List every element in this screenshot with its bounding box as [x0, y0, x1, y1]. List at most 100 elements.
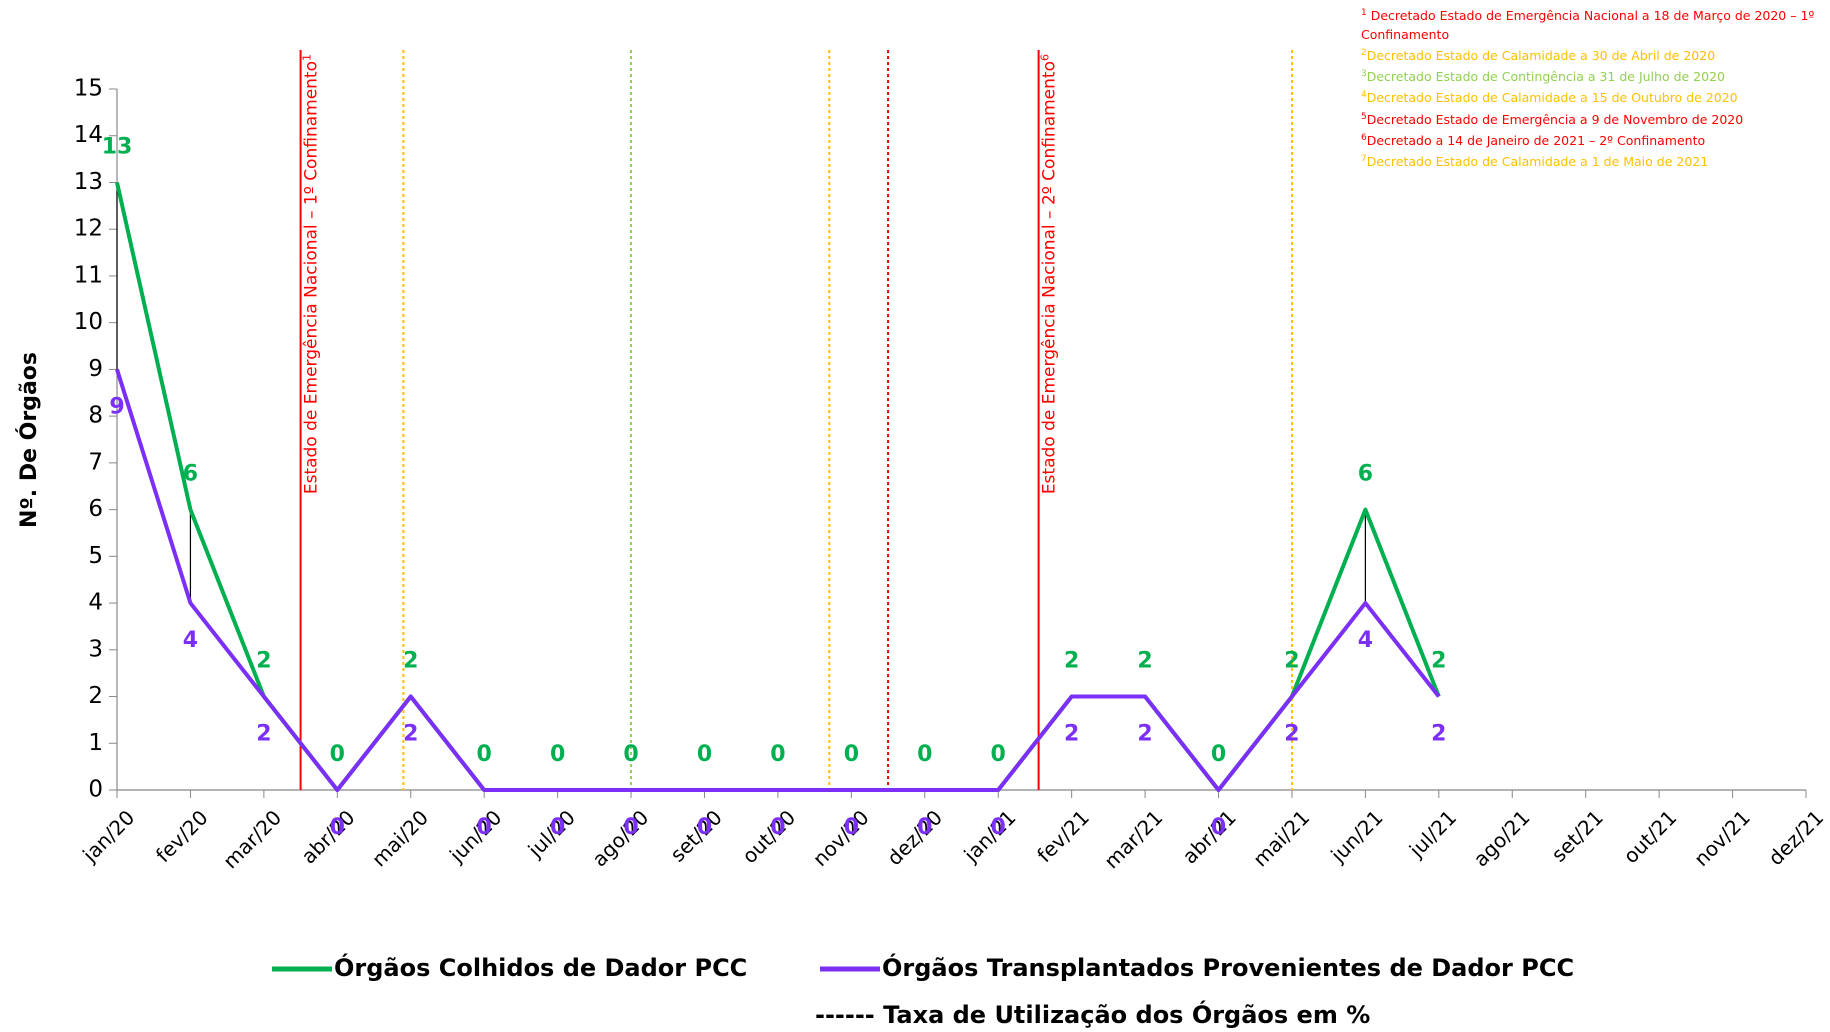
x-tick-label: nov/20	[808, 805, 874, 871]
data-label: 2	[1431, 649, 1446, 674]
legend-label: Órgãos Colhidos de Dador PCC	[334, 952, 747, 982]
event-label-sup: 1	[301, 54, 314, 61]
x-tick-label: dez/21	[1763, 805, 1828, 870]
footnote-text: Decretado Estado de Calamidade a 1 de Ma…	[1366, 154, 1709, 170]
footnote-text: Decretado a 14 de Janeiro de 2021 – 2º C…	[1366, 132, 1706, 148]
data-label: 9	[109, 394, 124, 419]
x-tick-label: set/21	[1547, 805, 1608, 866]
x-tick-label: mar/20	[218, 805, 286, 873]
data-label: 0	[697, 742, 712, 767]
data-label: 4	[1358, 628, 1373, 653]
y-tick-label: 6	[88, 496, 103, 522]
x-tick-label: out/21	[1619, 805, 1682, 868]
x-tick-label: mai/21	[1248, 805, 1314, 871]
footnote-text: Decretado Estado de Emergência a 9 de No…	[1366, 111, 1744, 127]
footnote-sup: 2	[1361, 48, 1367, 59]
x-tick-label: jan/20	[77, 805, 139, 867]
y-tick-label: 2	[88, 683, 103, 709]
data-label: 6	[183, 462, 198, 487]
data-label: 0	[917, 815, 932, 840]
x-tick-label: jan/21	[958, 805, 1020, 867]
footnote-text: Decretado Estado de Calamidade a 30 de A…	[1366, 48, 1716, 64]
y-tick-label: 10	[74, 309, 103, 335]
footnote: 6Decretado a 14 de Janeiro de 2021 – 2º …	[1361, 129, 1826, 150]
event-label: Estado de Emergência Nacional – 1º Confi…	[301, 54, 322, 494]
data-label: 0	[550, 815, 565, 840]
y-tick-label: 7	[88, 449, 103, 475]
y-tick-label: 13	[74, 169, 103, 195]
event-label: Estado de Emergência Nacional – 2º Confi…	[1039, 54, 1060, 494]
x-tick-label: mar/21	[1099, 805, 1167, 873]
x-tick-label: ago/20	[587, 805, 653, 871]
x-tick-label: fev/20	[151, 805, 213, 867]
data-label: 0	[550, 742, 565, 767]
footnote-sup: 4	[1361, 90, 1367, 101]
series-line	[115, 368, 1441, 792]
y-tick-label: 3	[88, 636, 103, 662]
footnote: 3Decretado Estado de Contingência a 31 d…	[1361, 65, 1826, 86]
footnote: 5Decretado Estado de Emergência a 9 de N…	[1361, 108, 1826, 129]
data-label: 0	[623, 742, 638, 767]
footnote-text: Decretado Estado de Emergência Nacional …	[1361, 8, 1815, 43]
data-label: 2	[1284, 649, 1299, 674]
event-label-sup: 6	[1039, 54, 1052, 61]
event-label-text: Estado de Emergência Nacional – 1º Confi…	[302, 61, 322, 494]
data-label: 0	[991, 815, 1006, 840]
footnote-text: Decretado Estado de Contingência a 31 de…	[1366, 69, 1725, 85]
x-tick-label: ago/21	[1469, 805, 1535, 871]
footnote-sup: 1	[1361, 8, 1367, 18]
y-tick-label: 11	[74, 262, 103, 288]
footnote: 2Decretado Estado de Calamidade a 30 de …	[1361, 44, 1826, 65]
data-label: 0	[623, 815, 638, 840]
data-label: 0	[770, 815, 785, 840]
data-label: 2	[403, 649, 418, 674]
data-label: 2	[403, 722, 418, 747]
legend-label: Órgãos Transplantados Provenientes de Da…	[882, 952, 1574, 982]
x-tick-label: abr/20	[296, 805, 359, 868]
data-label: 2	[256, 722, 271, 747]
data-label: 0	[844, 742, 859, 767]
y-tick-label: 4	[88, 590, 103, 616]
data-label: 0	[697, 815, 712, 840]
x-tick-label: abr/21	[1178, 805, 1241, 868]
x-tick-label: jun/21	[1325, 805, 1387, 867]
footnote: 1 Decretado Estado de Emergência Naciona…	[1361, 4, 1826, 44]
footnote-sup: 6	[1361, 132, 1367, 143]
x-tick-label: out/20	[737, 805, 800, 868]
data-label: 0	[330, 815, 345, 840]
data-label: 2	[1137, 649, 1152, 674]
footnote-sup: 7	[1361, 153, 1367, 164]
data-label: 2	[1064, 722, 1079, 747]
y-axis-label: Nº. De Órgãos	[16, 352, 42, 528]
y-tick-label: 5	[88, 543, 103, 569]
y-tick-label: 14	[74, 122, 103, 148]
data-label: 13	[102, 134, 133, 159]
footnote: 7Decretado Estado de Calamidade a 1 de M…	[1361, 150, 1826, 171]
y-tick-label: 15	[74, 76, 103, 102]
event-label-text: Estado de Emergência Nacional – 2º Confi…	[1040, 61, 1060, 494]
data-label: 2	[1137, 722, 1152, 747]
x-tick-label: jul/21	[1404, 805, 1461, 862]
data-label: 0	[1211, 815, 1226, 840]
data-label: 0	[991, 742, 1006, 767]
data-label: 0	[477, 742, 492, 767]
data-label: 0	[844, 815, 859, 840]
footnotes: 1 Decretado Estado de Emergência Naciona…	[1361, 4, 1826, 171]
x-tick-label: jun/20	[444, 805, 506, 867]
data-label: 0	[1211, 742, 1226, 767]
data-label: 0	[477, 815, 492, 840]
x-tick-label: nov/21	[1689, 805, 1755, 871]
data-label: 4	[183, 628, 198, 653]
y-tick-label: 9	[88, 356, 103, 382]
y-tick-label: 8	[88, 403, 103, 429]
data-label: 2	[256, 649, 271, 674]
x-tick-label: dez/20	[882, 805, 947, 870]
data-label: 2	[1284, 722, 1299, 747]
data-label: 0	[330, 742, 345, 767]
data-label: 2	[1431, 722, 1446, 747]
data-label: 6	[1358, 462, 1373, 487]
data-label: 0	[917, 742, 932, 767]
y-tick-label: 1	[88, 730, 103, 756]
